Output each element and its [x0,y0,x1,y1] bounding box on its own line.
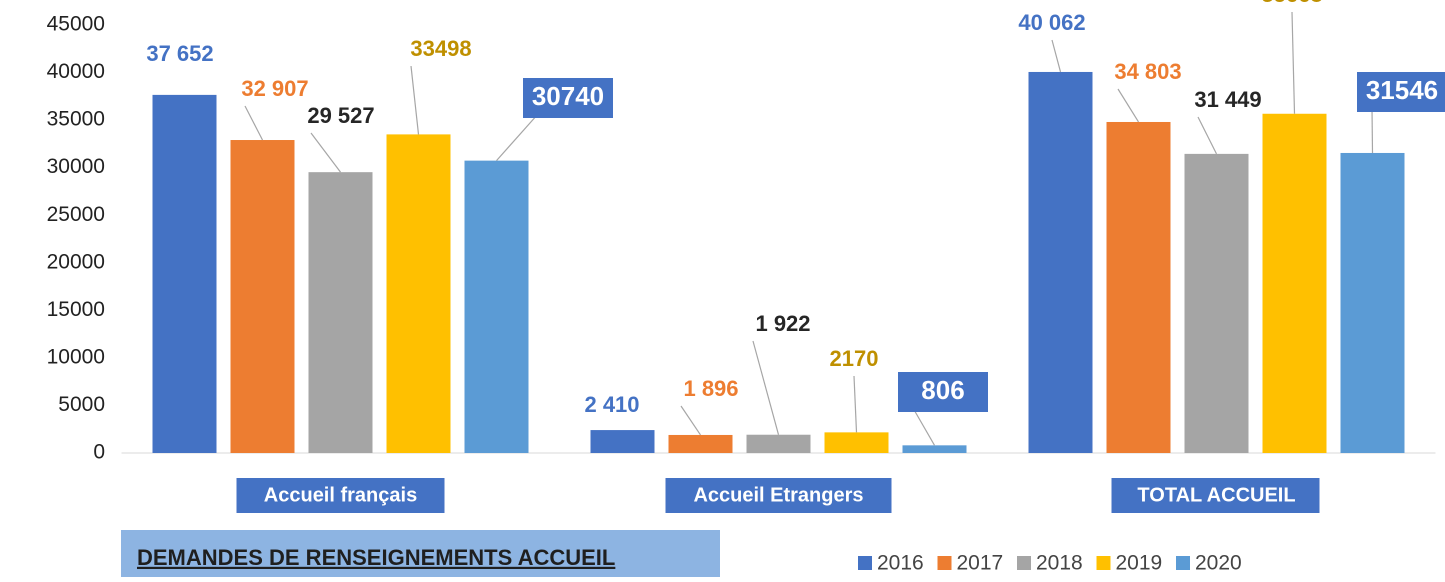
leader-line [310,132,341,173]
bar [1340,152,1405,453]
y-tick-label: 15000 [47,298,105,321]
y-tick-label: 10000 [47,345,105,368]
bar [308,172,373,454]
y-tick-label: 0 [93,441,105,464]
bar [668,434,733,453]
data-label: 2 410 [584,392,639,417]
y-tick-label: 35000 [47,108,105,131]
bar [152,94,217,454]
bar [1262,113,1327,453]
data-label: 1 896 [683,376,738,401]
data-label: 33498 [410,36,471,61]
data-label: 37 652 [146,41,213,66]
title-box [121,530,720,577]
legend-swatch [1176,556,1190,570]
legend-label: 2018 [1036,552,1083,575]
y-tick-label: 25000 [47,203,105,226]
leader-line [1371,107,1374,153]
legend-swatch [1096,556,1111,570]
x-tick-label: Accueil Etrangers [693,484,863,506]
legend-swatch [1017,556,1031,570]
label-box [396,34,486,66]
y-tick-label: 20000 [47,250,105,273]
bar [1184,153,1249,453]
bar [230,140,295,453]
bar [1028,71,1093,453]
legend-label: 2017 [957,552,1004,575]
data-label: 31 449 [1194,87,1261,112]
chart-title: DEMANDES DE RENSEIGNEMENTS ACCUEIL [137,545,615,570]
data-label: 29 527 [307,103,374,128]
bar [902,445,967,453]
data-label: 806 [921,375,964,405]
bar [1106,121,1171,453]
leader-line [680,405,701,436]
y-tick-label: 5000 [58,393,105,416]
y-tick-label: 30000 [47,155,105,178]
data-label: 31546 [1366,75,1438,105]
leader-line [1197,116,1218,155]
category-box [1111,478,1320,513]
x-tick-label: TOTAL ACCUEIL [1137,484,1295,506]
leader-line [853,375,858,433]
label-box [523,78,613,118]
legend-swatch [937,556,952,570]
data-label: 32 907 [241,76,308,101]
data-label: 30740 [532,81,604,111]
legend-label: 2019 [1116,552,1163,575]
category-box [665,478,892,513]
label-box [898,372,988,412]
data-label: 2170 [830,346,879,371]
leader-line [496,113,539,162]
leader-line [752,340,780,435]
y-tick-label: 40000 [47,60,105,83]
legend-label: 2020 [1195,552,1242,575]
label-box [1357,72,1445,112]
data-label: 34 803 [1114,59,1181,84]
bar [746,434,811,453]
bar [590,430,655,453]
data-label: 40 062 [1018,10,1085,35]
leader-line [1291,11,1296,114]
category-box [236,478,445,513]
leader-line [1051,39,1062,73]
leader-line [410,65,420,135]
leader-line [912,407,936,446]
bar [464,160,529,453]
leader-line [244,105,264,141]
leader-line [1117,88,1140,123]
y-tick-label: 45000 [47,13,105,36]
data-label: 1 922 [755,311,810,336]
x-tick-label: Accueil français [264,484,417,506]
data-label: 35668 [1261,0,1322,7]
bar [824,432,889,453]
legend-swatch [858,556,872,570]
bar [386,134,451,454]
legend-label: 2016 [877,552,924,575]
